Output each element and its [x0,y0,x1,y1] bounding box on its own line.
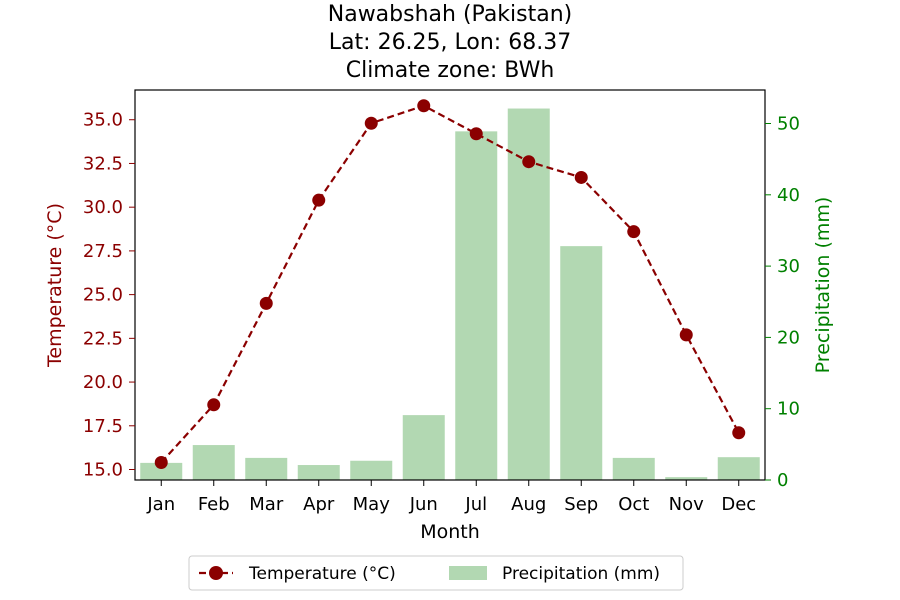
temperature-point-sep [574,170,588,184]
x-tick-label: Nov [669,494,704,515]
precipitation-bar-nov [665,477,708,480]
temperature-line [154,99,746,470]
x-axis-ticks: Jan Feb Mar Apr May Jun Jul Aug Sep Oct Nov Dec [146,480,756,515]
chart-title-line-1: Nawabshah (Pakistan) [328,2,573,27]
legend-temperature-label: Temperature (°C) [248,564,396,584]
right-tick-label: 10 [777,399,800,420]
right-tick-label: 0 [777,470,788,491]
temperature-point-oct [627,225,641,239]
precipitation-bar-jan [140,462,183,480]
precipitation-bar-dec [717,457,760,480]
right-axis-ticks: 0 10 20 30 40 50 [765,114,800,491]
precipitation-bar-mar [245,457,288,480]
temperature-point-mar [259,296,273,310]
chart-title-line-2: Lat: 26.25, Lon: 68.37 [329,30,571,55]
x-tick-label: Jun [409,494,438,515]
temperature-point-nov [679,328,693,342]
temperature-point-may [364,116,378,130]
right-tick-label: 20 [777,327,800,348]
x-tick-label: Feb [198,494,230,515]
legend: Temperature (°C) Precipitation (mm) [188,555,684,591]
right-tick-label: 50 [777,114,800,135]
temperature-point-dec [732,426,746,440]
x-axis-label: Month [420,521,480,543]
x-tick-label: May [353,494,391,515]
plot-frame [134,89,766,481]
legend-frame [188,555,684,591]
left-tick-label: 32.5 [83,153,123,174]
left-tick-label: 27.5 [83,241,123,262]
precipitation-bars [140,108,760,480]
left-axis-ticks: 15.0 17.5 20.0 22.5 25.0 27.5 30.0 32.5 35.0 [83,110,135,481]
temperature-series-line [160,104,740,464]
x-tick-label: Sep [564,494,598,515]
right-tick-label: 30 [777,256,800,277]
temperature-point-jun [417,99,431,113]
left-tick-label: 20.0 [83,372,123,393]
temperature-point-jul [469,127,483,141]
x-tick-label: Dec [721,494,756,515]
precipitation-bar-feb [192,445,235,480]
x-tick-label: Jul [464,494,487,515]
precipitation-bar-aug [507,108,550,480]
legend-temperature-marker [209,566,223,580]
precipitation-bar-apr [297,465,340,480]
x-tick-label: Jan [146,494,175,515]
left-tick-label: 30.0 [83,197,123,218]
temperature-point-apr [312,193,326,207]
x-tick-label: Apr [303,494,335,515]
temperature-point-jan [154,456,168,470]
left-tick-label: 17.5 [83,416,123,437]
left-tick-label: 22.5 [83,328,123,349]
temperature-point-aug [522,155,536,169]
x-tick-label: Aug [511,494,546,515]
chart-title-line-3: Climate zone: BWh [346,58,555,83]
x-tick-label: Oct [618,494,649,515]
x-tick-label: Mar [249,494,284,515]
right-tick-label: 40 [777,185,800,206]
temperature-point-feb [207,398,221,412]
left-tick-label: 25.0 [83,285,123,306]
precipitation-bar-oct [612,457,655,480]
left-tick-label: 15.0 [83,460,123,481]
left-axis-label: Temperature (°C) [44,203,66,368]
right-axis-label: Precipitation (mm) [812,197,834,374]
precipitation-bar-may [350,460,393,480]
legend-precipitation-label: Precipitation (mm) [502,564,660,584]
legend-precipitation-swatch [449,566,487,580]
precipitation-bar-jul [455,131,498,480]
precipitation-bar-jun [402,415,445,480]
left-tick-label: 35.0 [83,110,123,131]
precipitation-bar-sep [560,246,603,480]
